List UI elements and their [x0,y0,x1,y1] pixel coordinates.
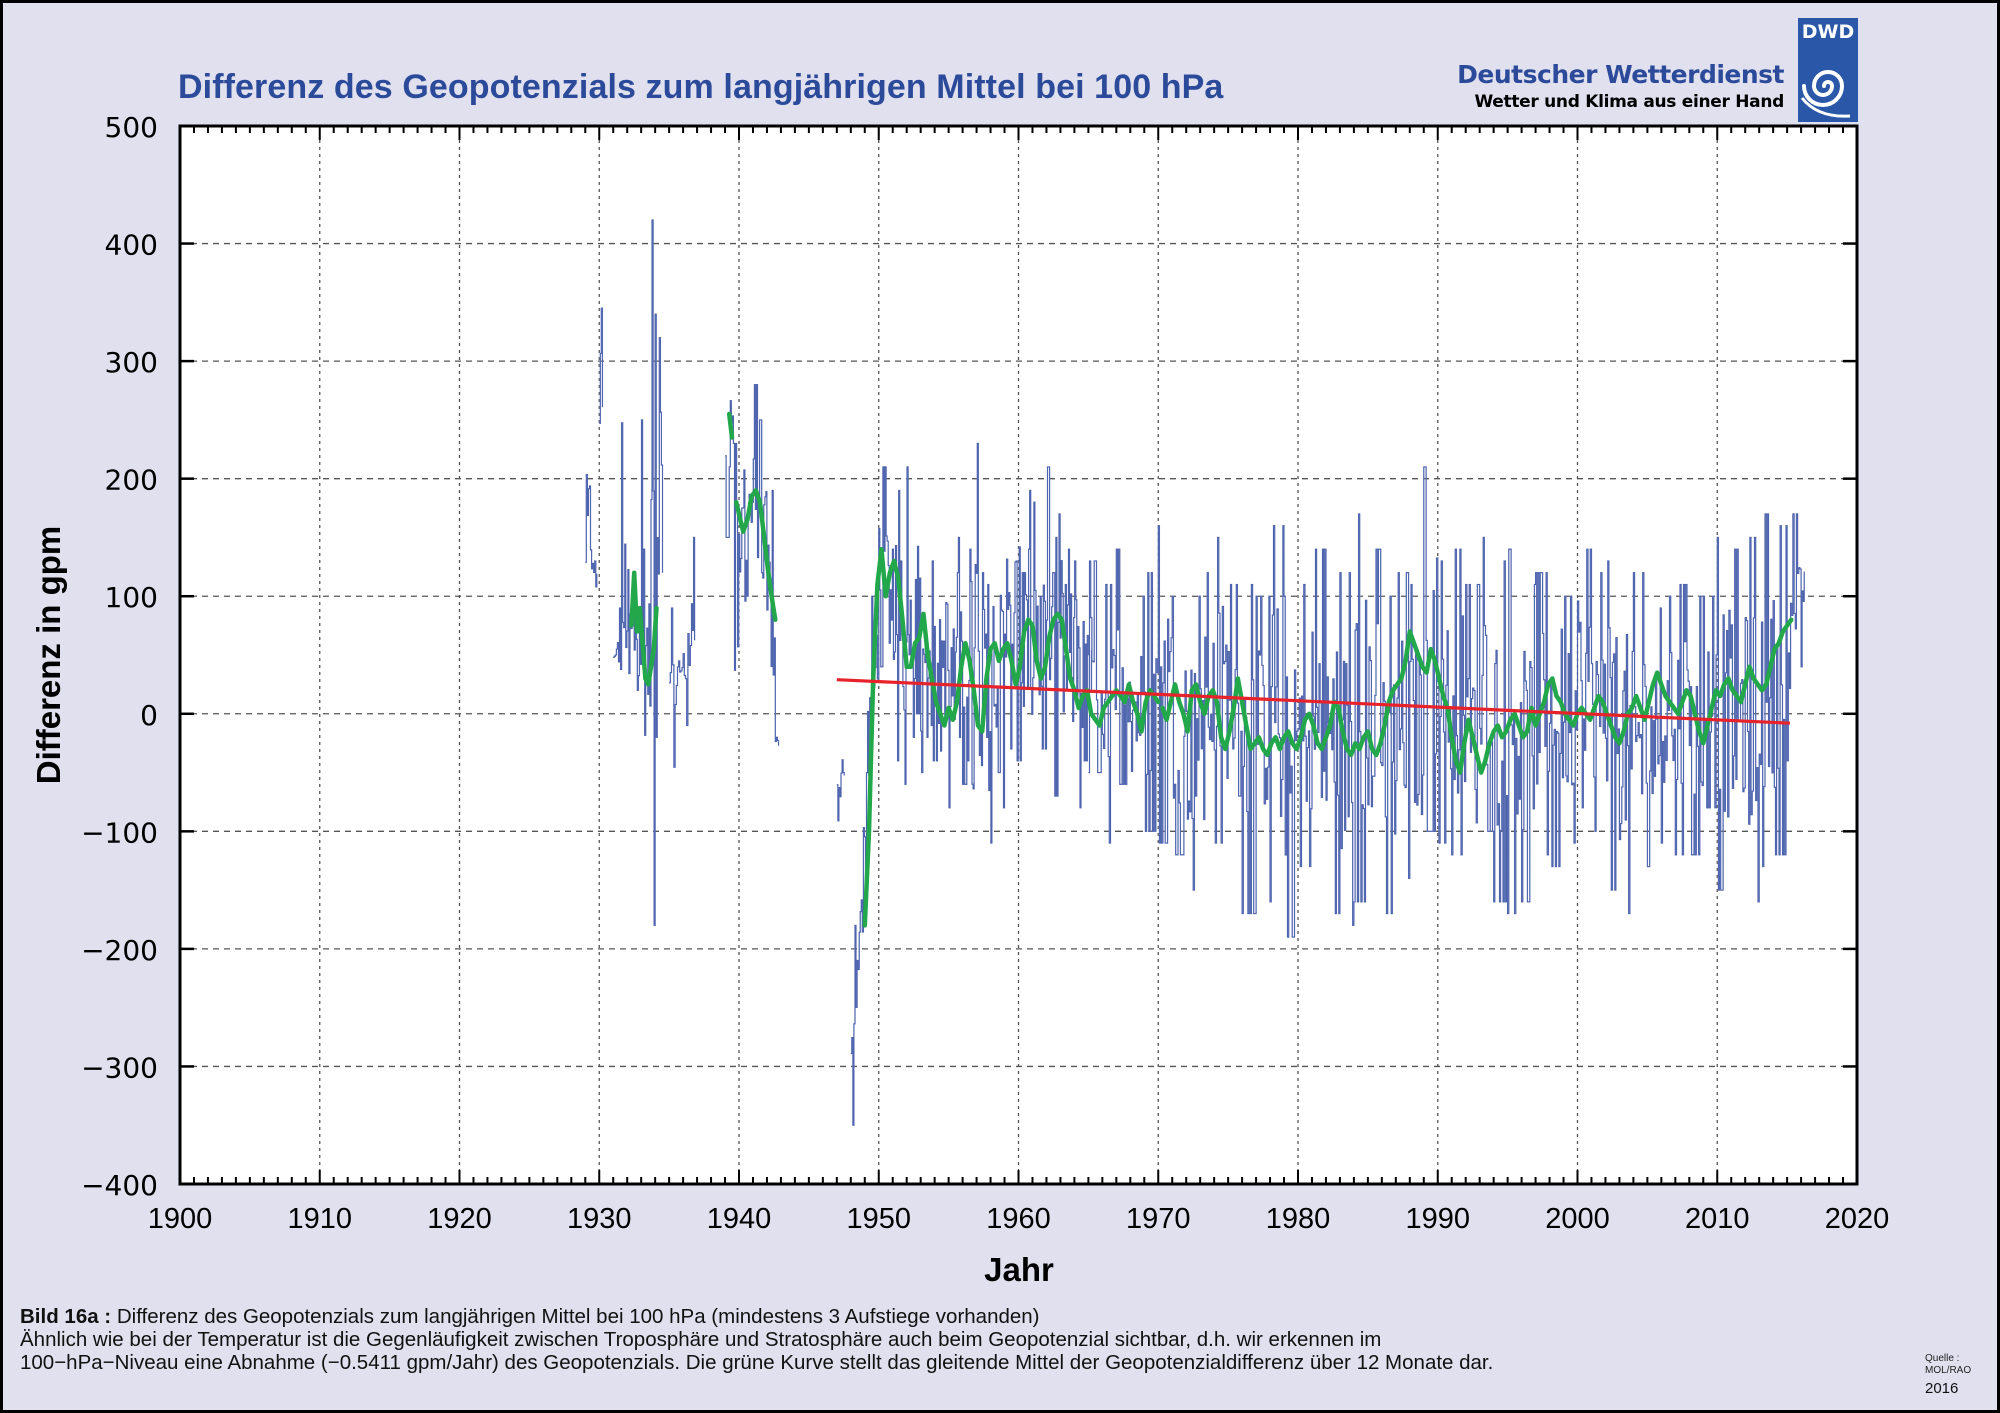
y-tick-label: −400 [81,1169,158,1202]
y-tick-label: −100 [81,816,158,849]
monthly-line [599,307,603,424]
x-tick-label: 2020 [1825,1203,1890,1235]
x-tick-label: 1990 [1405,1203,1470,1235]
trend-series [836,678,1790,725]
monthly-line [669,536,696,768]
moving-average-line [733,488,778,622]
caption-line-1: Differenz des Geopotenzials zum langjähr… [111,1305,1040,1328]
y-tick-label: 400 [105,229,158,262]
x-tick-label: 1920 [427,1203,492,1235]
source-info: Quelle : MOL/RAO [1925,1353,1971,1377]
x-axis-label: Jahr [984,1251,1054,1288]
y-tick-label: 300 [105,346,158,379]
y-tick-label: 0 [140,699,158,732]
source-name: MOL/RAO [1925,1365,1972,1376]
y-tick-label: −300 [81,1051,158,1084]
y-tick-label: 200 [105,464,158,497]
plot-area [180,126,1857,1184]
x-tick-label: 1900 [148,1203,213,1235]
x-tick-label: 1940 [707,1203,772,1235]
caption-line-2: Ähnlich wie bei der Temperatur ist die G… [20,1328,1382,1351]
x-tick-label: 1980 [1266,1203,1331,1235]
y-tick-label: 500 [105,111,158,144]
moving-average-line [629,570,659,687]
moving-average-line [1160,617,1794,775]
trend-line [836,678,1790,725]
logo-text: DWD [1801,21,1855,43]
y-axis-label: Differenz in gpm [30,526,67,785]
axes [178,124,1859,1186]
figure-caption: Bild 16a : Differenz des Geopotenzials z… [20,1305,1493,1374]
spiral-icon [1800,70,1851,118]
moving-average-line [726,411,735,440]
x-tick-label: 1930 [567,1203,632,1235]
grid [180,126,1857,1184]
monthly-line [585,474,598,588]
source-year: 2016 [1925,1380,1959,1397]
y-tick-labels: 500 400 300 200 100 0 −100 −200 −300 −400 [81,111,158,1202]
organization-name: Deutscher Wetterdienst [1457,60,1784,89]
moving-average-series [629,411,1794,928]
monthly-line [613,219,663,926]
source-label: Quelle : [1925,1353,1960,1364]
caption-line-3: 100−hPa−Niveau eine Abnahme (−0.5411 gpm… [20,1351,1494,1374]
x-tick-label: 1960 [986,1203,1051,1235]
x-tick-label: 1910 [287,1203,352,1235]
organization-slogan: Wetter und Klima aus einer Hand [1474,92,1784,112]
x-tick-label: 2010 [1685,1203,1750,1235]
x-tick-labels: 1900 1910 1920 1930 1940 1950 1960 1970 1980 1990… [148,1203,1890,1235]
caption-label: Bild 16a : [20,1305,112,1328]
y-tick-label: 100 [105,581,158,614]
monthly-line [836,759,845,822]
y-tick-label: −200 [81,934,158,967]
x-tick-label: 1970 [1126,1203,1191,1235]
chart-title: Differenz des Geopotenzials zum langjähr… [178,68,1224,106]
dwd-logo: DWD [1798,18,1858,122]
x-tick-label: 2000 [1545,1203,1610,1235]
moving-average-line [862,546,1161,928]
x-tick-label: 1950 [846,1203,911,1235]
